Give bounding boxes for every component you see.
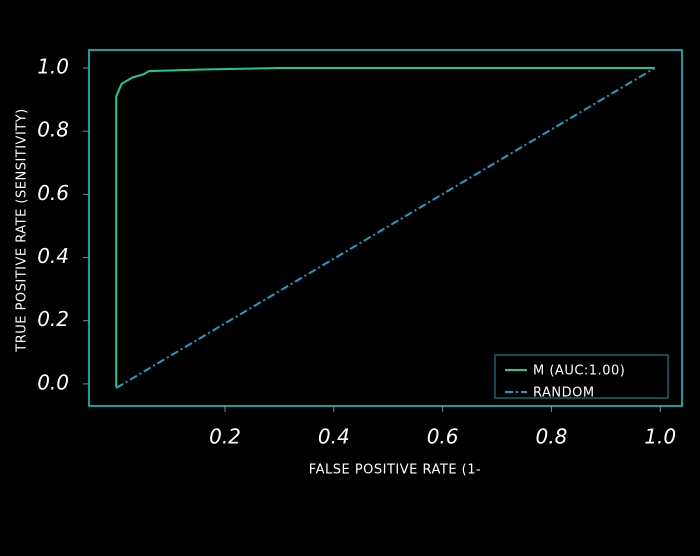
- x-tick-label: 0.4: [318, 425, 350, 449]
- y-tick-label: 0.8: [37, 118, 69, 142]
- legend-label: M (AUC:1.00): [533, 364, 625, 379]
- y-axis-label: TRUE POSITIVE RATE (SENSITIVITY): [15, 108, 30, 353]
- x-tick-label: 0.6: [427, 425, 459, 449]
- roc-line: [115, 67, 655, 388]
- plot-frame: [88, 49, 683, 407]
- legend-box: [494, 354, 669, 399]
- x-tick-label: 1.0: [644, 425, 676, 449]
- y-tick-label: 0.0: [37, 370, 69, 394]
- y-tick-label: 0.2: [37, 307, 69, 331]
- x-tick-label: 0.8: [536, 425, 568, 449]
- x-axis-label: FALSE POSITIVE RATE (1-: [309, 463, 481, 478]
- y-tick-label: 1.0: [37, 55, 69, 79]
- y-tick-label: 0.6: [37, 181, 69, 205]
- legend-label: RANDOM: [533, 386, 595, 401]
- x-tick-label: 0.2: [209, 425, 241, 449]
- y-tick-label: 0.4: [37, 244, 69, 268]
